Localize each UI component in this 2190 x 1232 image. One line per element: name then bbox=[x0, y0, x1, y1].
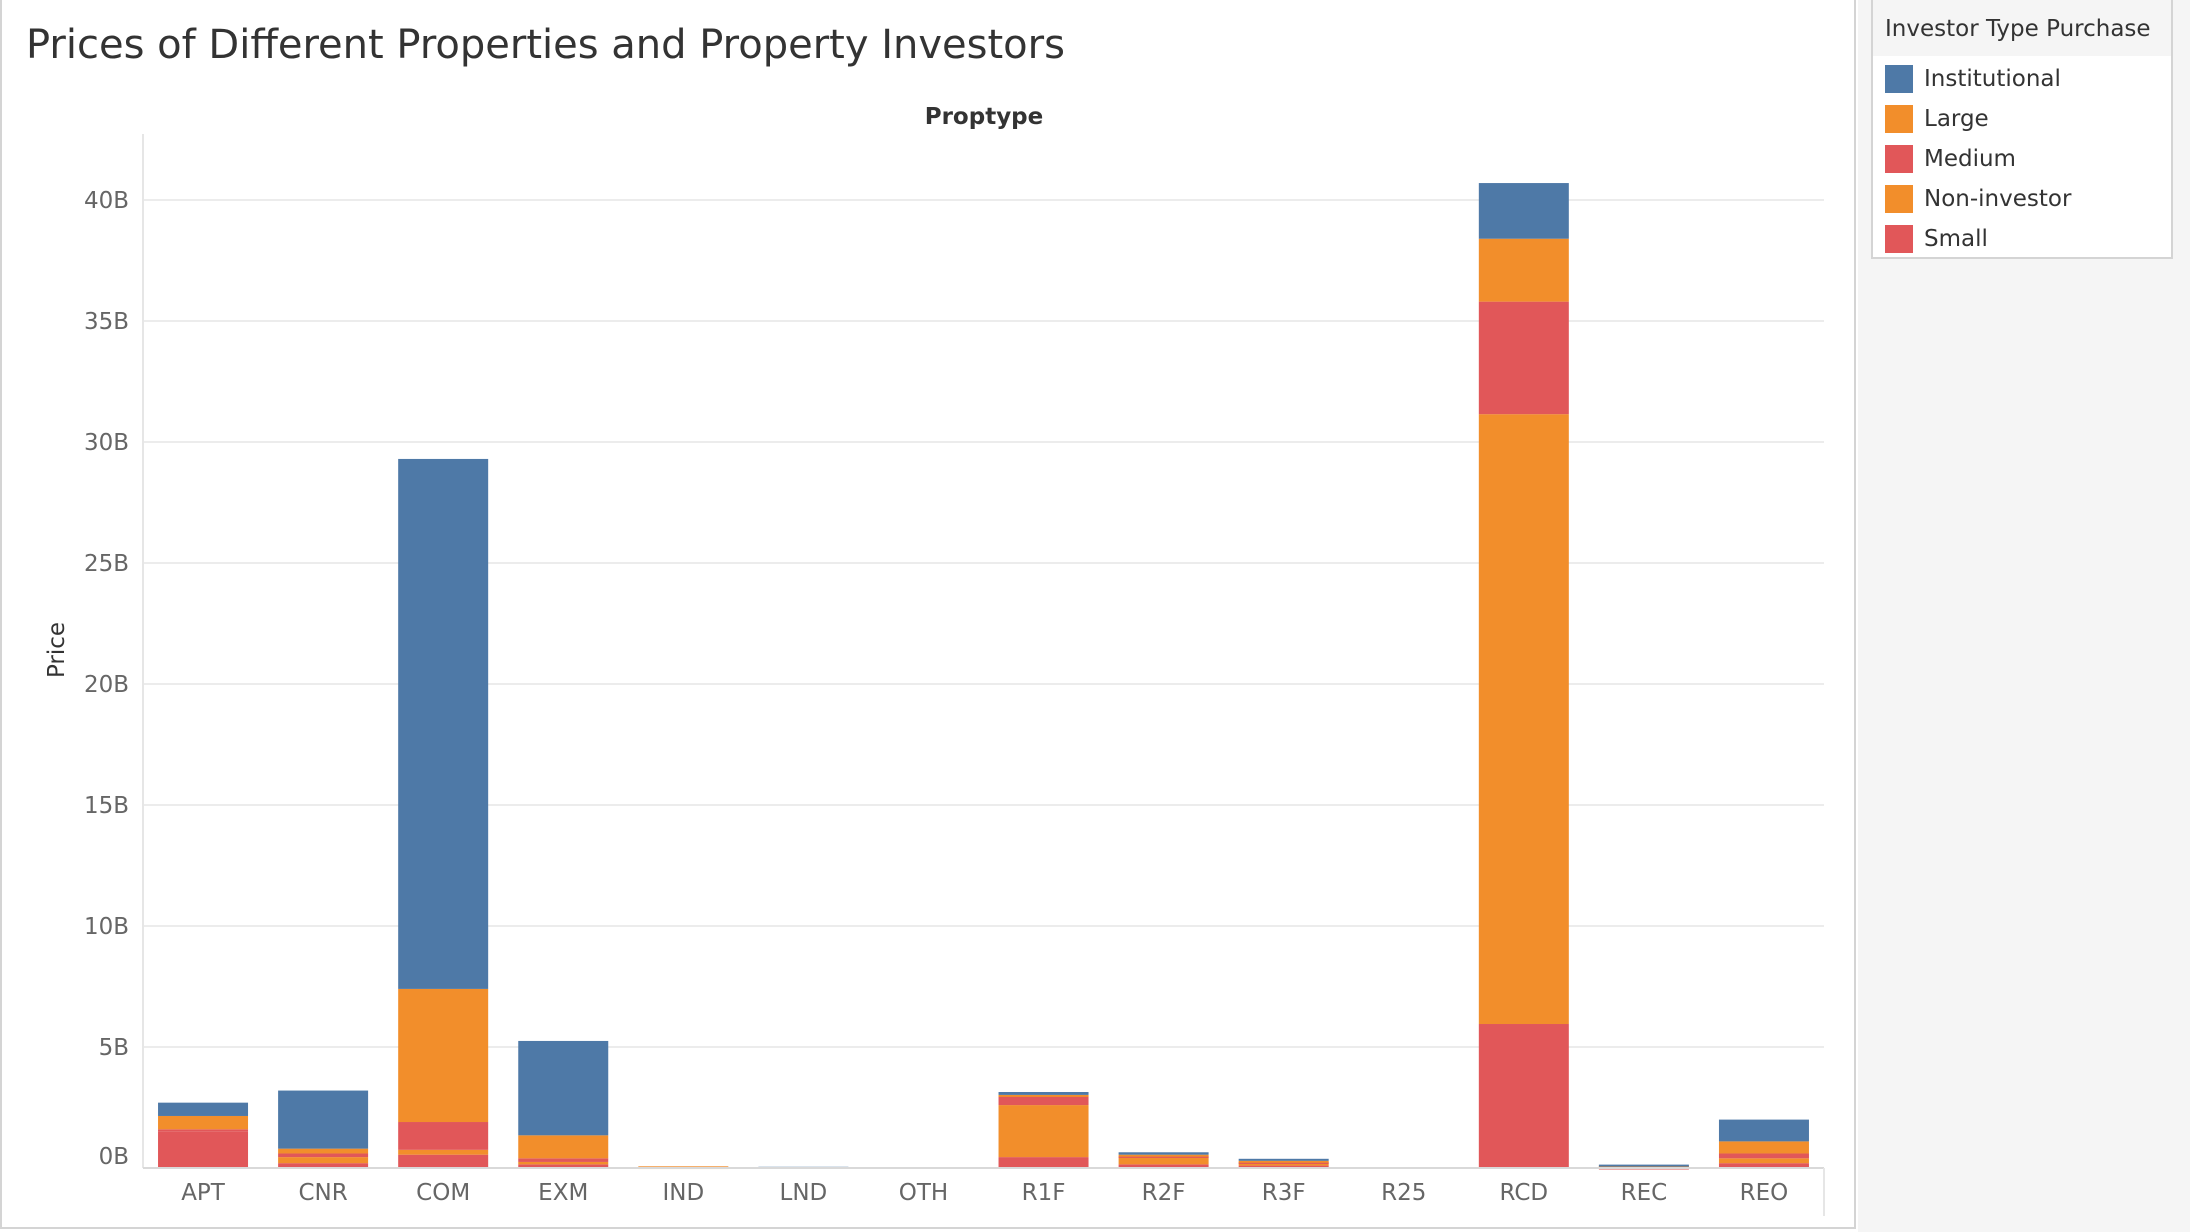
legend-item-medium[interactable]: Medium bbox=[1885, 139, 2016, 179]
legend-label: Small bbox=[1924, 226, 1988, 252]
x-tick-label: R25 bbox=[1381, 1180, 1426, 1206]
bar-apt-large[interactable] bbox=[158, 1115, 249, 1130]
bar-chart: Proptype Price 0B 5B 10B 15B 20B 25B 30B 35B 40B… bbox=[44, 104, 1825, 1216]
x-tick-label: OTH bbox=[899, 1180, 948, 1206]
legend-swatch-non-investor bbox=[1885, 185, 1913, 213]
bar-r2f-institutional[interactable] bbox=[1118, 1152, 1209, 1155]
bar-rec-large[interactable] bbox=[1598, 1165, 1689, 1168]
x-tick-label: REO bbox=[1740, 1180, 1789, 1206]
y-tick-label: 35B bbox=[84, 309, 129, 335]
chart-title: Prices of Different Properties and Prope… bbox=[26, 22, 1065, 68]
legend-label: Institutional bbox=[1924, 66, 2061, 92]
legend: Investor Type Purchase Institutional Lar… bbox=[1871, 0, 2173, 259]
legend-title: Investor Type Purchase bbox=[1873, 0, 2171, 56]
gridlines bbox=[143, 199, 1824, 1048]
y-tick-label: 20B bbox=[84, 672, 129, 698]
bar-apt-small[interactable] bbox=[158, 1131, 249, 1168]
y-tick-label: 10B bbox=[84, 914, 129, 940]
bar-r1f-large[interactable] bbox=[998, 1094, 1089, 1097]
bar-rcd-small[interactable] bbox=[1478, 1024, 1569, 1168]
bar-r1f-small[interactable] bbox=[998, 1157, 1089, 1168]
x-tick-labels: APT CNR COM EXM IND LND OTH R1F R2F R3F R25 RCD REC R… bbox=[181, 1180, 1788, 1206]
legend-label: Non-investor bbox=[1924, 186, 2072, 212]
legend-panel: Investor Type Purchase Institutional Lar… bbox=[1858, 0, 2190, 1232]
bar-r2f-small[interactable] bbox=[1118, 1164, 1209, 1168]
bar-rcd-large[interactable] bbox=[1478, 238, 1569, 302]
x-tick-label: LND bbox=[780, 1180, 828, 1206]
legend-item-non-investor[interactable]: Non-investor bbox=[1885, 179, 2071, 219]
x-tick-label: R3F bbox=[1262, 1180, 1306, 1206]
legend-label: Medium bbox=[1924, 146, 2016, 172]
bar-rcd-institutional[interactable] bbox=[1478, 183, 1569, 239]
bar-exm-small[interactable] bbox=[518, 1164, 609, 1168]
bar-reo-small[interactable] bbox=[1718, 1163, 1809, 1168]
bar-r3f-institutional[interactable] bbox=[1238, 1158, 1329, 1161]
bar-r3f-medium[interactable] bbox=[1238, 1161, 1329, 1164]
x-tick-label: IND bbox=[662, 1180, 704, 1206]
bar-cnr-institutional[interactable] bbox=[278, 1090, 369, 1149]
legend-label: Large bbox=[1924, 106, 1989, 132]
bar-r1f-institutional[interactable] bbox=[998, 1092, 1089, 1095]
bar-r3f-non-investor[interactable] bbox=[1238, 1163, 1329, 1166]
y-tick-label: 30B bbox=[84, 430, 129, 456]
bar-com-institutional[interactable] bbox=[398, 458, 489, 989]
legend-swatch-institutional bbox=[1885, 65, 1913, 93]
legend-swatch-medium bbox=[1885, 145, 1913, 173]
bar-r1f-non-investor[interactable] bbox=[998, 1105, 1089, 1158]
bar-cnr-small[interactable] bbox=[278, 1163, 369, 1168]
bar-apt-medium[interactable] bbox=[158, 1129, 249, 1132]
y-tick-label: 25B bbox=[84, 551, 129, 577]
column-header: Proptype bbox=[925, 104, 1044, 130]
bar-reo-non-investor[interactable] bbox=[1718, 1158, 1809, 1164]
bar-cnr-medium[interactable] bbox=[278, 1153, 369, 1158]
bar-com-medium[interactable] bbox=[398, 1122, 489, 1150]
x-tick-label: EXM bbox=[538, 1180, 588, 1206]
bar-com-non-investor[interactable] bbox=[398, 1149, 489, 1155]
bar-rec-institutional[interactable] bbox=[1598, 1164, 1689, 1167]
y-tick-label: 15B bbox=[84, 793, 129, 819]
legend-item-small[interactable]: Small bbox=[1885, 219, 1988, 259]
bar-rcd-non-investor[interactable] bbox=[1478, 414, 1569, 1025]
x-tick-label: REC bbox=[1621, 1180, 1668, 1206]
bar-cnr-large[interactable] bbox=[278, 1148, 369, 1154]
bar-cnr-non-investor[interactable] bbox=[278, 1157, 369, 1164]
legend-item-institutional[interactable]: Institutional bbox=[1885, 59, 2061, 99]
bar-reo-large[interactable] bbox=[1718, 1141, 1809, 1154]
x-tick-label: CNR bbox=[298, 1180, 347, 1206]
bar-reo-medium[interactable] bbox=[1718, 1153, 1809, 1159]
bar-exm-medium[interactable] bbox=[518, 1158, 609, 1162]
legend-swatch-large bbox=[1885, 105, 1913, 133]
axes: Proptype Price bbox=[44, 104, 1825, 1216]
legend-swatch-small bbox=[1885, 225, 1913, 253]
bar-exm-large[interactable] bbox=[518, 1135, 609, 1159]
bar-exm-non-investor[interactable] bbox=[518, 1161, 609, 1165]
y-axis-label: Price bbox=[44, 622, 70, 678]
y-tick-labels: 0B 5B 10B 15B 20B 25B 30B 35B 40B bbox=[84, 188, 129, 1170]
bar-r2f-medium[interactable] bbox=[1118, 1155, 1209, 1158]
x-tick-label: RCD bbox=[1500, 1180, 1549, 1206]
bar-r1f-medium[interactable] bbox=[998, 1095, 1089, 1106]
bar-exm-institutional[interactable] bbox=[518, 1040, 609, 1136]
chart-panel: Prices of Different Properties and Prope… bbox=[0, 0, 1856, 1229]
legend-item-large[interactable]: Large bbox=[1885, 99, 1989, 139]
y-tick-label: 5B bbox=[99, 1035, 129, 1061]
y-tick-label: 0B bbox=[99, 1144, 129, 1170]
x-tick-label: APT bbox=[181, 1180, 226, 1206]
x-tick-label: R2F bbox=[1142, 1180, 1186, 1206]
x-tick-label: R1F bbox=[1022, 1180, 1066, 1206]
bar-r3f-large[interactable] bbox=[1238, 1160, 1329, 1163]
bar-r2f-non-investor[interactable] bbox=[1118, 1157, 1209, 1165]
bars bbox=[158, 183, 1809, 1170]
bar-rcd-medium[interactable] bbox=[1478, 301, 1569, 415]
bar-r3f-small[interactable] bbox=[1238, 1165, 1329, 1168]
bar-reo-institutional[interactable] bbox=[1718, 1119, 1809, 1142]
bar-com-small[interactable] bbox=[398, 1154, 489, 1168]
bar-apt-institutional[interactable] bbox=[158, 1102, 249, 1116]
y-tick-label: 40B bbox=[84, 188, 129, 214]
x-tick-label: COM bbox=[416, 1180, 470, 1206]
bar-com-large[interactable] bbox=[398, 988, 489, 1123]
bar-r2f-large[interactable] bbox=[1118, 1154, 1209, 1157]
